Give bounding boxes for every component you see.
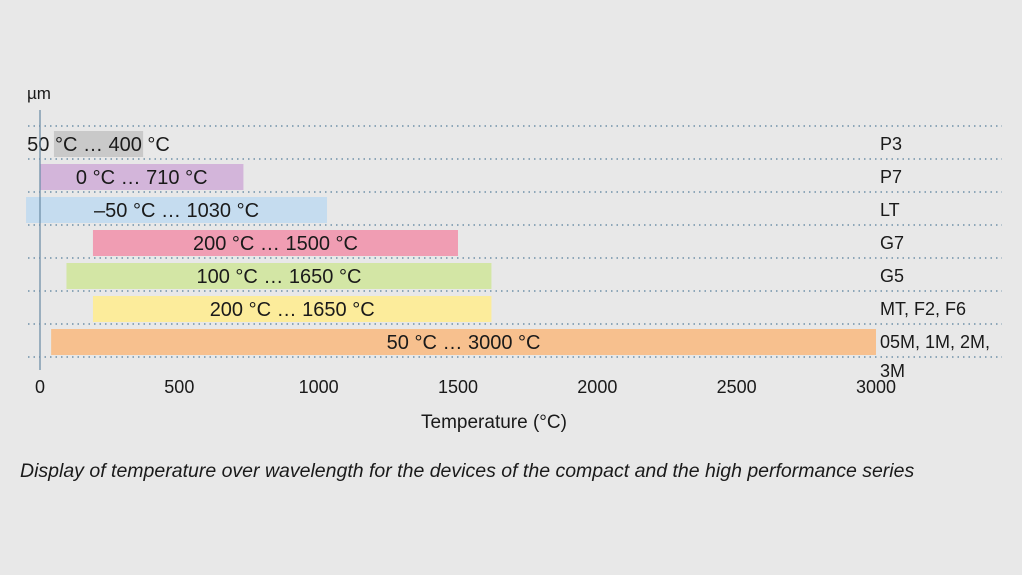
series-name-label: 05M, 1M, 2M, 3M — [880, 332, 990, 381]
x-tick-label: 2000 — [577, 377, 617, 397]
x-axis-ticks: 0 500 1000 1500 2000 2500 3000 — [35, 377, 896, 397]
x-tick-label: 1000 — [299, 377, 339, 397]
x-tick-label: 3000 — [856, 377, 896, 397]
range-bar — [66, 263, 492, 289]
range-bar-label: 200 °C … 1650 °C — [210, 299, 375, 321]
range-bar — [53, 131, 144, 157]
range-bar-label: 200 °C … 1500 °C — [193, 233, 358, 255]
range-bar — [40, 164, 244, 190]
range-bar-label: 50 °C … 3000 °C — [387, 332, 541, 354]
range-bar — [92, 296, 492, 322]
range-bar — [51, 329, 876, 355]
x-tick-label: 500 — [164, 377, 194, 397]
range-bar-label: 0 °C … 710 °C — [76, 167, 208, 189]
range-bar — [26, 197, 328, 223]
x-axis-title: Temperature (°C) — [421, 412, 567, 433]
series-name-label: LT — [880, 200, 900, 220]
series-name-label: MT, F2, F6 — [880, 299, 966, 319]
range-bar-label: –50 °C … 1030 °C — [94, 200, 259, 222]
figure-caption: Display of temperature over wavelength f… — [20, 460, 915, 482]
y-axis-unit-label: µm — [27, 84, 51, 103]
range-bar — [92, 230, 459, 256]
series-name-label: P3 — [880, 134, 902, 154]
range-bar-label: 100 °C … 1650 °C — [196, 266, 361, 288]
x-tick-label: 1500 — [438, 377, 478, 397]
x-tick-label: 0 — [35, 377, 45, 397]
range-bar-label: 50 °C … 400 °C — [27, 134, 170, 156]
x-tick-label: 2500 — [717, 377, 757, 397]
series-name-label: P7 — [880, 167, 902, 187]
series-name-label: G7 — [880, 233, 904, 253]
series-name-label: G5 — [880, 266, 904, 286]
range-bars: 50 °C … 400 °C P3 0 °C … 710 °C P7 –50 °C … … — [26, 131, 990, 381]
